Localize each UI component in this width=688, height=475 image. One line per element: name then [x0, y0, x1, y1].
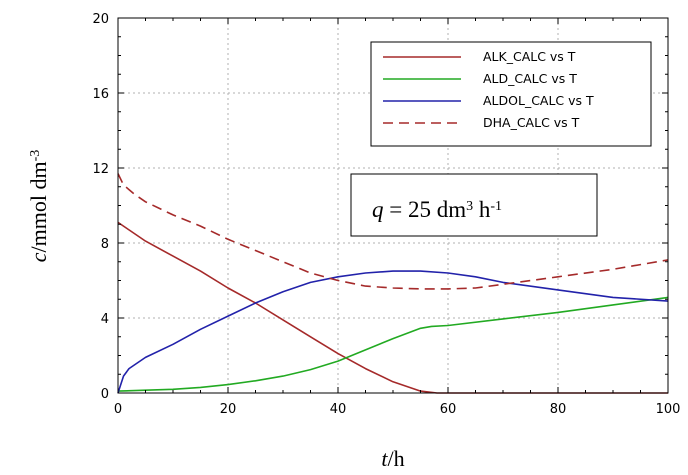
x-axis-label: t/h [381, 446, 404, 471]
x-tick-label-3: 60 [440, 402, 457, 417]
legend-label-2: ALDOL_CALC vs T [483, 93, 594, 108]
legend-box [370, 41, 652, 147]
annotation-q: q [372, 197, 384, 222]
y-tick-label-2: 8 [101, 237, 109, 252]
x-tick-label-0: 0 [114, 402, 122, 417]
y-tick-label-4: 16 [92, 87, 109, 102]
annotation-box [350, 173, 598, 237]
y-tick-label-3: 12 [92, 162, 109, 177]
annotation-sup1: 3 [466, 199, 473, 214]
x-tick-label-5: 100 [656, 402, 681, 417]
y-axis-label: c/mmol dm-3 [26, 150, 51, 263]
y-tick-label-0: 0 [101, 387, 109, 402]
legend-label-0: ALK_CALC vs T [483, 49, 576, 64]
x-tick-label-2: 40 [330, 402, 347, 417]
series-line-3 [117, 173, 669, 290]
y-axis-label-rest: /mmol dm [26, 161, 51, 252]
legend-label-3: DHA_CALC vs T [483, 115, 580, 130]
annotation: q = 25 dm3 h-1 [350, 173, 598, 237]
x-tick-label-1: 20 [220, 402, 237, 417]
y-axis-label-sup: -3 [28, 150, 43, 162]
annotation-h: h [473, 197, 491, 222]
annotation-sup2: -1 [490, 199, 502, 214]
x-tick-label-4: 80 [550, 402, 567, 417]
annotation-eq: = 25 dm [384, 197, 467, 222]
y-axis-label-italic: c [26, 252, 51, 262]
x-axis-label-italic: t [381, 446, 388, 471]
y-tick-label-5: 20 [92, 12, 109, 27]
axis-ticks [117, 17, 669, 394]
series-line-2 [117, 270, 669, 394]
tick-labels: 0 20 40 60 80 100 0 4 8 12 16 20 [92, 12, 680, 417]
y-tick-label-1: 4 [101, 312, 109, 327]
legend-label-1: ALD_CALC vs T [483, 71, 577, 86]
annotation-text: q = 25 dm3 h-1 [372, 197, 502, 222]
x-axis-label-rest: /h [388, 446, 405, 471]
legend: ALK_CALC vs T ALD_CALC vs T ALDOL_CALC vs … [370, 41, 652, 147]
series-line-1 [117, 296, 669, 392]
